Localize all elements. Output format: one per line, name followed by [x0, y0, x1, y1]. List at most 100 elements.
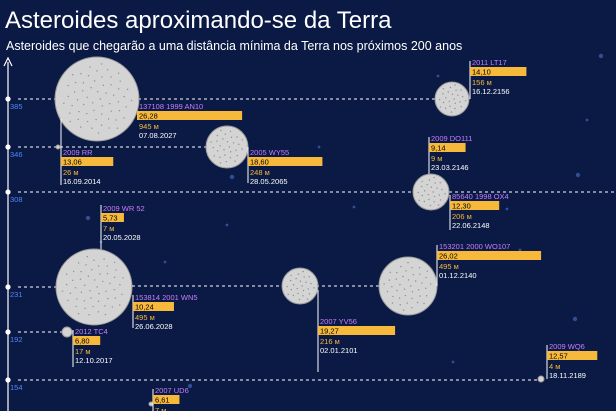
value-label: 10,24	[135, 303, 154, 312]
size-label: 216 м	[320, 337, 340, 346]
asteroid-speckle	[100, 63, 103, 65]
asteroid-speckle	[403, 309, 405, 311]
asteroid-speckle	[421, 194, 424, 197]
asteroid-speckle	[77, 262, 80, 264]
asteroid-speckle	[72, 270, 75, 273]
asteroid-speckle	[439, 106, 442, 108]
asteroid-speckle	[299, 280, 302, 282]
asteroid-speckle	[391, 286, 393, 288]
asteroid-speckle	[396, 271, 398, 274]
asteroid-speckle	[433, 195, 436, 198]
size-label: 7 м	[103, 224, 114, 233]
asteroid-name: 2012 TC4	[75, 327, 108, 336]
star-decoration	[505, 207, 509, 211]
asteroid-speckle	[93, 109, 95, 112]
asteroid-speckle	[111, 306, 114, 308]
asteroid-speckle	[113, 276, 116, 279]
asteroid-speckle	[444, 107, 447, 109]
date-label: 28.05.2065	[250, 177, 288, 186]
asteroid-speckle	[433, 201, 435, 203]
asteroid-speckle	[86, 112, 88, 115]
asteroid-speckle	[80, 291, 83, 293]
asteroid-speckle	[222, 138, 224, 140]
asteroid-speckle	[83, 103, 85, 106]
date-label: 02.01.2101	[320, 346, 358, 355]
asteroid-speckle	[83, 300, 86, 302]
asteroid-speckle	[287, 293, 289, 295]
asteroid-speckle	[423, 200, 426, 203]
asteroid-speckle	[418, 199, 420, 201]
value-bar	[248, 157, 323, 166]
date-label: 20.05.2028	[103, 233, 141, 242]
asteroid-speckle	[295, 277, 297, 280]
asteroid-speckle	[107, 118, 110, 120]
y-tick-mark	[5, 96, 11, 102]
asteroid-speckle	[113, 261, 116, 264]
asteroid-speckle	[92, 102, 94, 104]
value-label: 14,10	[472, 68, 491, 77]
star-decoration	[575, 172, 581, 178]
asteroid-speckle	[432, 191, 434, 193]
asteroid-speckle	[399, 304, 401, 306]
star-decoration	[225, 223, 229, 227]
value-label: 26,28	[139, 112, 158, 121]
asteroid-speckle	[114, 297, 117, 299]
asteroid-speckle	[109, 102, 111, 105]
value-label: 26,02	[439, 252, 458, 261]
asteroid-speckle	[444, 193, 446, 195]
y-tick-label: 308	[10, 195, 23, 204]
asteroid-speckle	[119, 304, 121, 306]
asteroid-speckle	[442, 88, 445, 90]
value-label: 6,80	[75, 337, 90, 346]
y-tick-mark	[5, 284, 11, 290]
asteroid-speckle	[105, 92, 107, 94]
asteroid-speckle	[230, 151, 232, 153]
asteroid-body	[537, 375, 545, 383]
asteroid-speckle	[438, 98, 441, 101]
asteroid-speckle	[419, 295, 421, 297]
asteroid-speckle	[87, 275, 90, 277]
asteroid-speckle	[229, 156, 232, 159]
asteroid-speckle	[396, 289, 398, 292]
asteroid-speckle	[403, 288, 406, 290]
value-bar	[470, 67, 527, 76]
asteroid-speckle	[84, 307, 86, 310]
star-decoration	[451, 360, 455, 364]
asteroid-speckle	[428, 179, 431, 181]
asteroid-speckle	[86, 120, 89, 123]
y-tick-label: 192	[10, 335, 23, 344]
size-label: 206 м	[452, 212, 472, 221]
asteroid-speckle	[297, 292, 299, 295]
date-label: 16.09.2014	[63, 177, 101, 186]
asteroid-speckle	[442, 93, 444, 95]
asteroid-speckle	[63, 102, 65, 105]
asteroid-speckle	[73, 91, 76, 93]
asteroid-speckle	[461, 95, 464, 98]
asteroid-speckle	[102, 280, 104, 283]
asteroid-name: 153201 2000 WO107	[439, 242, 510, 251]
asteroid-speckle	[313, 287, 315, 289]
date-label: 01.12.2140	[439, 271, 477, 280]
asteroid-speckle	[97, 132, 100, 134]
y-tick-label: 154	[10, 383, 23, 392]
y-tick-mark	[5, 377, 11, 383]
asteroid-speckle	[306, 298, 309, 300]
asteroid-speckle	[118, 88, 120, 90]
asteroid-speckle	[210, 141, 212, 143]
asteroid-speckle	[92, 305, 94, 308]
asteroid-speckle	[292, 284, 295, 286]
asteroid-speckle	[429, 204, 432, 207]
asteroid-speckle	[425, 276, 427, 279]
asteroid-speckle	[234, 160, 236, 162]
asteroid-speckle	[76, 99, 79, 101]
asteroid-body	[378, 256, 438, 316]
asteroid-speckle	[302, 270, 304, 273]
asteroid-speckle	[121, 293, 123, 296]
asteroid-speckle	[71, 104, 73, 107]
asteroid-speckle	[91, 269, 93, 271]
asteroid-speckle	[216, 150, 219, 152]
